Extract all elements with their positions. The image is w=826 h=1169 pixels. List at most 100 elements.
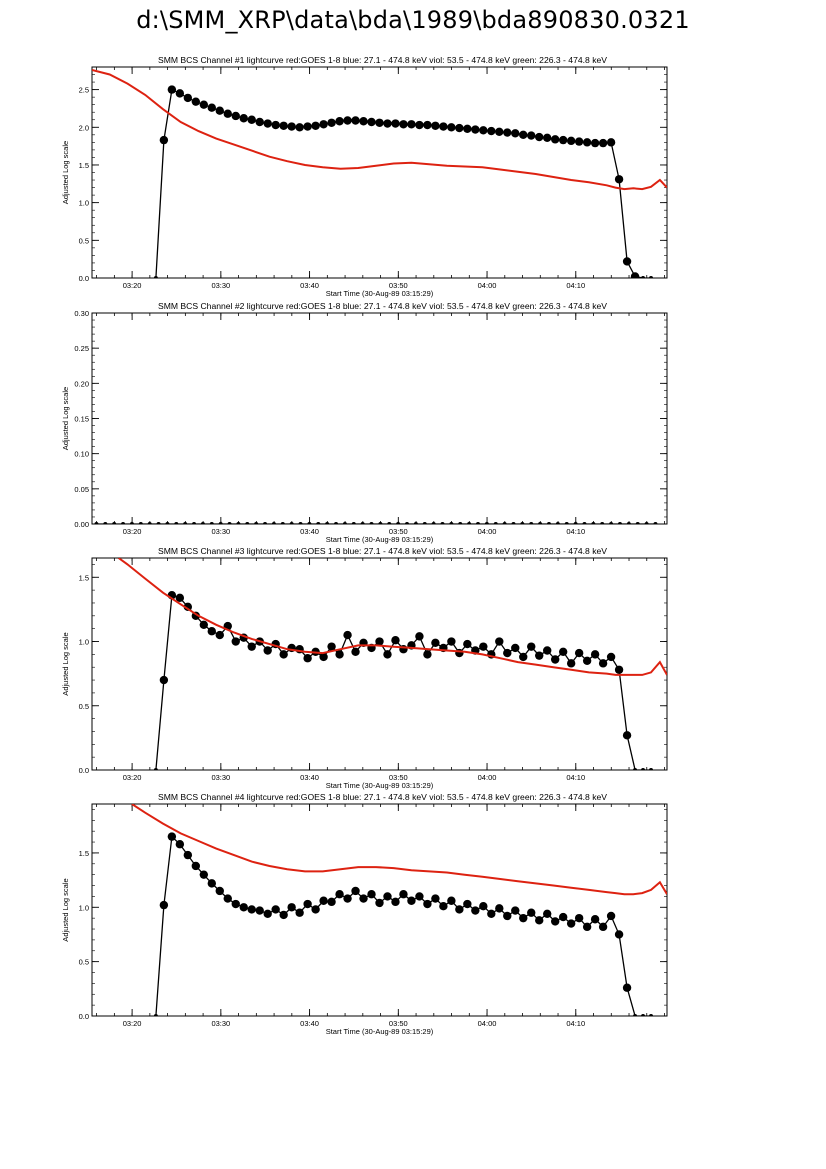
data-point [423, 899, 432, 909]
data-point [546, 522, 551, 524]
data-point [535, 916, 544, 925]
y-axis-label: Adjusted Log scale [61, 141, 70, 204]
data-point [199, 870, 209, 879]
data-point [415, 120, 424, 130]
data-point [263, 522, 268, 524]
data-point [209, 522, 214, 524]
data-point [271, 120, 280, 130]
data-point [487, 126, 496, 136]
data-point [413, 522, 418, 524]
data-point [519, 130, 528, 140]
data-point [574, 913, 584, 923]
data-point [263, 646, 272, 655]
x-tick-label: 04:00 [478, 527, 497, 536]
data-point [407, 120, 416, 129]
data-point [175, 840, 185, 849]
x-tick-label: 03:50 [389, 281, 408, 290]
data-point [558, 912, 568, 922]
data-point [582, 522, 587, 524]
data-point [558, 135, 568, 145]
data-point [311, 905, 320, 914]
data-point [159, 675, 169, 685]
data-point [606, 652, 616, 662]
data-point [440, 522, 445, 524]
data-point [495, 127, 504, 137]
data-point [183, 602, 193, 612]
data-point [431, 522, 436, 524]
y-tick-label: 2.5 [79, 86, 89, 95]
y-axis-label: Adjusted Log scale [61, 632, 70, 695]
data-point [279, 121, 288, 130]
chart-title: SMM BCS Channel #4 lightcurve red:GOES 1… [158, 792, 607, 802]
data-point [153, 276, 158, 278]
data-point [239, 903, 248, 912]
data-point [527, 642, 536, 651]
y-tick-label: 0.00 [74, 520, 89, 529]
data-point [598, 138, 608, 148]
data-point [375, 118, 384, 127]
data-point [447, 896, 456, 905]
y-tick-label: 0.0 [79, 1012, 89, 1021]
data-point [227, 522, 232, 524]
y-tick-label: 1.0 [79, 638, 89, 647]
data-point [415, 632, 424, 641]
data-point [447, 637, 456, 646]
y-tick-label: 1.5 [79, 161, 89, 170]
data-point [614, 930, 624, 939]
data-point [649, 276, 654, 278]
data-point [550, 917, 560, 926]
data-point [245, 522, 250, 524]
data-point [405, 522, 410, 524]
data-point [391, 897, 400, 907]
data-point [279, 650, 288, 659]
data-point [287, 903, 296, 912]
data-point [183, 522, 188, 524]
data-point [215, 106, 224, 115]
data-point [167, 832, 177, 841]
data-point [487, 909, 496, 919]
data-point [396, 522, 401, 524]
data-point [447, 123, 456, 132]
data-point [535, 651, 544, 660]
data-point [495, 637, 504, 646]
y-tick-label: 1.5 [79, 849, 89, 858]
data-point [399, 890, 408, 899]
data-point [351, 886, 360, 896]
chart-panel-2: SMM BCS Channel #2 lightcurve red:GOES 1… [61, 301, 668, 544]
data-point [555, 522, 560, 524]
data-point [641, 768, 646, 770]
data-point [582, 656, 592, 665]
x-tick-label: 04:00 [478, 1019, 497, 1028]
data-point [223, 109, 232, 118]
x-tick-label: 04:10 [566, 281, 585, 290]
data-point [319, 896, 328, 905]
data-point [289, 522, 294, 524]
chart-panel-1: SMM BCS Channel #1 lightcurve red:GOES 1… [61, 55, 668, 298]
data-point [617, 522, 622, 524]
data-point [129, 522, 134, 524]
bcs-series [153, 832, 654, 1016]
x-tick-label: 03:20 [123, 281, 142, 290]
data-point [298, 522, 303, 524]
data-point [431, 894, 440, 903]
data-point [378, 522, 383, 524]
data-point [543, 909, 552, 919]
data-point [566, 136, 576, 146]
y-tick-label: 0.0 [79, 274, 89, 283]
data-point [573, 522, 578, 524]
data-point [239, 114, 248, 123]
data-point [519, 652, 528, 662]
data-point [475, 522, 480, 524]
data-point [449, 522, 454, 524]
data-point [215, 630, 224, 640]
data-point [471, 125, 480, 134]
y-tick-label: 0.5 [79, 702, 89, 711]
y-tick-label: 1.5 [79, 573, 89, 582]
data-point [614, 665, 624, 674]
data-point [343, 116, 352, 125]
goes-series [118, 558, 667, 676]
data-point [644, 522, 649, 524]
data-point [527, 131, 536, 140]
x-tick-label: 03:20 [123, 1019, 142, 1028]
